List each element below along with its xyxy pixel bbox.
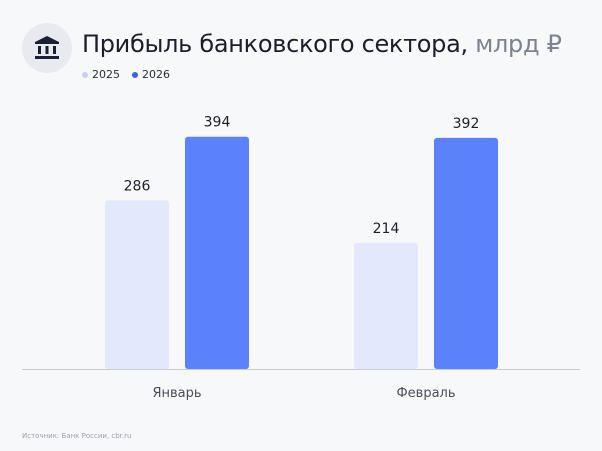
bar-2025-1 <box>354 242 418 369</box>
legend: 2025 2026 <box>82 68 170 81</box>
source-note: Источник: Банк России, cbr.ru <box>22 432 132 440</box>
legend-label-2026: 2026 <box>142 68 170 81</box>
data-label: 394 <box>204 115 231 131</box>
bar-2025-0 <box>105 200 169 369</box>
chart-title: Прибыль банковского сектора, млрд ₽ <box>82 30 562 58</box>
legend-label-2025: 2025 <box>92 68 120 81</box>
legend-item-2026: 2026 <box>132 68 170 81</box>
legend-dot-2025 <box>82 72 88 78</box>
bar-2026-1 <box>434 137 498 369</box>
bank-icon <box>22 23 72 73</box>
legend-item-2025: 2025 <box>82 68 120 81</box>
x-tick-label: Февраль <box>396 386 455 401</box>
title-text: Прибыль банковского сектора, <box>82 30 468 58</box>
data-label: 214 <box>373 221 400 237</box>
unit-label: млрд ₽ <box>475 30 562 58</box>
data-label: 392 <box>453 116 480 132</box>
bar-2026-0 <box>185 136 249 369</box>
x-tick-label: Январь <box>152 386 201 401</box>
data-label: 286 <box>124 178 151 194</box>
legend-dot-2026 <box>132 72 138 78</box>
